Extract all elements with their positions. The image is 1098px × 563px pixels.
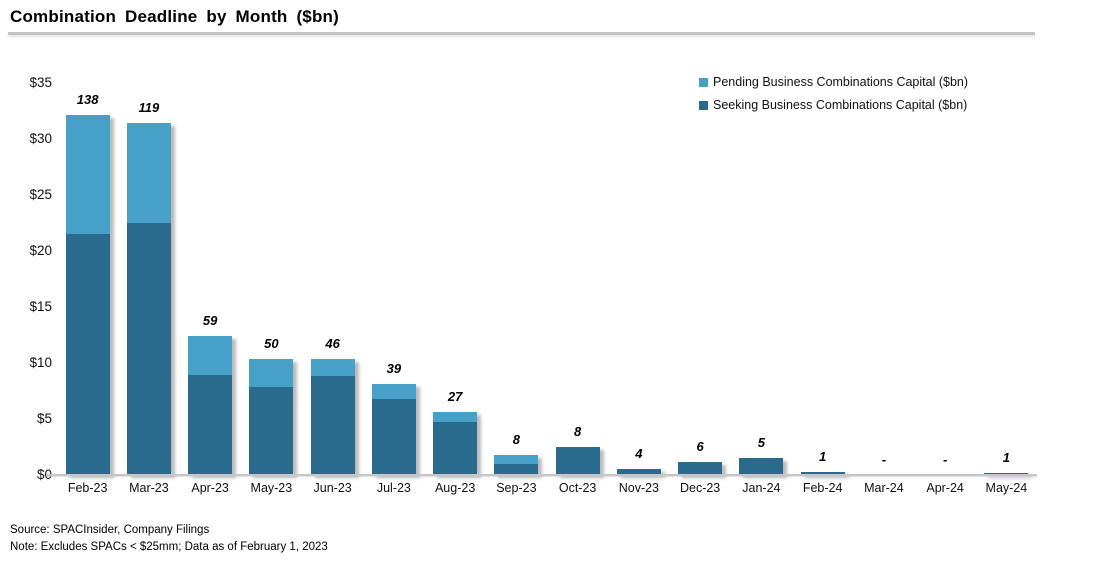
y-tick-label: $15 (29, 299, 52, 314)
x-tick-label: May-23 (250, 481, 293, 495)
bar-count-label: 39 (386, 361, 402, 377)
x-tick-label: Apr-23 (191, 481, 229, 495)
pending-segment[interactable] (65, 115, 110, 235)
seeking-segment[interactable] (616, 469, 661, 475)
stacked-bar[interactable] (616, 469, 661, 475)
bar-count-label: 27 (447, 389, 463, 405)
stacked-bar[interactable] (433, 412, 478, 475)
bar-count-label: 6 (696, 438, 704, 454)
x-tick-label: Feb-24 (802, 481, 843, 495)
footer-notes: Source: SPACInsider, Company Filings Not… (10, 522, 328, 555)
x-tick-label: Jun-23 (313, 481, 352, 495)
bar-count-label: 59 (202, 313, 218, 329)
bar-count-label: 8 (574, 424, 582, 439)
seeking-segment[interactable] (249, 386, 294, 475)
y-tick-label: $5 (36, 411, 52, 426)
bar-count-label: - (942, 452, 948, 467)
pending-swatch-icon (699, 77, 708, 87)
stacked-bar[interactable] (65, 115, 110, 475)
y-tick-label: $20 (29, 243, 52, 258)
source-note: Source: SPACInsider, Company Filings (10, 524, 210, 536)
x-tick-label: Jul-23 (376, 481, 411, 495)
stacked-bar[interactable] (310, 358, 355, 475)
x-tick-label: Nov-23 (618, 481, 660, 495)
seeking-segment[interactable] (188, 375, 233, 475)
pending-segment[interactable] (371, 384, 416, 399)
x-tick-label: Sep-23 (496, 481, 537, 495)
plot-area: 138 119 59 50 46 39 27 8 8 4 6 5 1- -1 (57, 83, 1037, 475)
stacked-bar[interactable] (494, 454, 539, 475)
seeking-segment[interactable] (494, 463, 539, 475)
seeking-segment[interactable] (800, 472, 845, 475)
bar-count-label: 1 (819, 449, 827, 465)
x-tick-label: Mar-23 (129, 481, 169, 495)
x-tick-label: Mar-24 (864, 481, 904, 495)
legend-item-label: Seeking Business Combinations Capital ($… (713, 98, 968, 112)
stacked-bar[interactable] (188, 336, 233, 475)
seeking-segment[interactable] (126, 223, 171, 475)
x-tick-label: Aug-23 (434, 481, 476, 495)
stacked-bar[interactable] (371, 384, 416, 475)
legend-item-label: Pending Business Combinations Capital ($… (713, 75, 969, 89)
stacked-bar[interactable] (126, 123, 171, 475)
legend-item-seeking: Seeking Business Combinations Capital ($… (699, 98, 968, 112)
bar-count-label: 8 (512, 431, 520, 447)
x-tick-label: Jan-24 (742, 481, 781, 495)
bar-count-label: 119 (138, 100, 160, 116)
y-tick-label: $0 (36, 467, 52, 482)
bar-count-label: 50 (264, 335, 279, 351)
x-tick-label: Feb-23 (67, 481, 108, 495)
seeking-segment[interactable] (310, 376, 355, 475)
pending-segment[interactable] (494, 454, 539, 464)
stacked-bar[interactable] (249, 358, 294, 475)
y-tick-label: $30 (29, 131, 52, 146)
stacked-bar[interactable] (739, 458, 784, 475)
bar-count-label: 4 (635, 446, 643, 462)
seeking-segment[interactable] (371, 398, 416, 475)
bar-count-label: 138 (76, 92, 99, 108)
pending-segment[interactable] (249, 358, 294, 387)
seeking-segment[interactable] (433, 422, 478, 475)
seeking-segment[interactable] (555, 447, 600, 475)
chart-title: Combination Deadline by Month ($bn) (10, 7, 339, 26)
seeking-segment[interactable] (65, 234, 110, 475)
x-tick-label: May-24 (985, 481, 1028, 495)
seeking-segment[interactable] (678, 461, 723, 475)
x-tick-label: Oct-23 (558, 481, 597, 495)
pending-segment[interactable] (188, 336, 233, 376)
y-tick-label: $10 (29, 355, 52, 370)
stacked-bar[interactable] (800, 472, 845, 475)
bar-count-label: 5 (757, 435, 765, 451)
bar-count-label: 1 (1002, 450, 1010, 466)
pending-segment[interactable] (310, 358, 355, 377)
x-axis-line (46, 474, 1037, 476)
bar-count-label: 46 (325, 335, 340, 351)
seeking-segment[interactable] (739, 458, 784, 475)
y-tick-label: $35 (29, 75, 52, 90)
pending-segment[interactable] (433, 412, 478, 423)
bar-count-label: - (881, 452, 887, 467)
y-tick-label: $25 (29, 187, 52, 202)
pending-segment[interactable] (126, 123, 171, 223)
x-tick-label: Dec-23 (679, 481, 721, 495)
title-divider (8, 32, 1035, 35)
legend-item-pending: Pending Business Combinations Capital ($… (699, 75, 968, 89)
exclusion-note: Note: Excludes SPACs < $25mm; Data as of… (10, 540, 328, 553)
seeking-swatch-icon (699, 100, 708, 110)
stacked-bar[interactable] (678, 461, 723, 475)
stacked-bar[interactable] (555, 447, 600, 475)
chart-legend: Pending Business Combinations Capital ($… (699, 75, 968, 112)
x-tick-label: Apr-24 (926, 481, 964, 495)
